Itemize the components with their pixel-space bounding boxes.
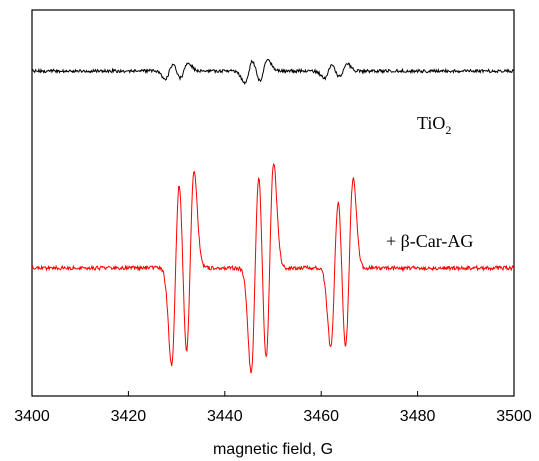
annotation-car: + β-Car-AG (386, 231, 473, 251)
annotation-tio2: TiO2 (417, 113, 451, 137)
x-tick-label: 3460 (303, 408, 339, 425)
series-tio2-trace (31, 58, 515, 86)
x-tick-label: 3420 (111, 408, 147, 425)
x-tick-label: 3500 (496, 408, 532, 425)
x-tick-label: 3440 (207, 408, 243, 425)
plot-frame (31, 9, 515, 397)
x-tick-label: 3480 (400, 408, 436, 425)
x-tick-label: 3400 (14, 408, 50, 425)
x-axis-title: magnetic field, G (213, 441, 333, 458)
x-axis-ticks: 3400 3420 3440 3460 3480 3500 (14, 391, 532, 425)
series-car-trace (31, 162, 515, 374)
